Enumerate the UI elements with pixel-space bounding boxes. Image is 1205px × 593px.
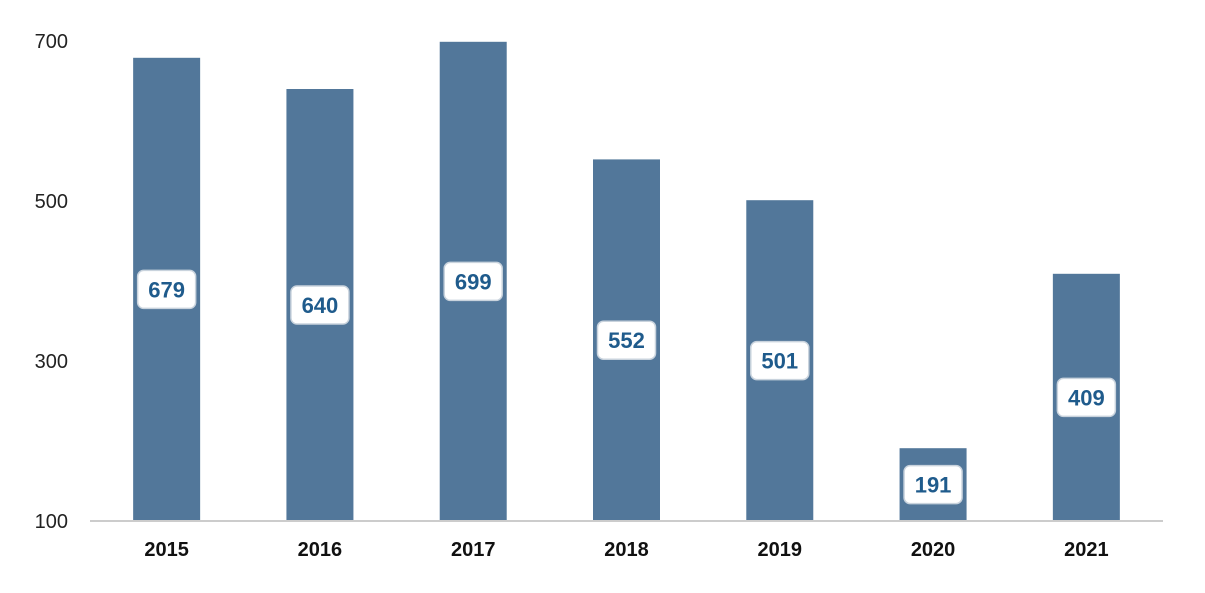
data-labels: 679 640 699 552 501 191 409 <box>136 261 1117 505</box>
y-tick-label: 100 <box>35 511 68 533</box>
x-tick-label: 2019 <box>758 539 803 561</box>
y-axis-ticks: 100 300 500 700 <box>35 31 68 533</box>
data-label-box <box>136 269 197 310</box>
x-tick-label: 2015 <box>144 539 189 561</box>
y-tick-label: 500 <box>35 191 68 213</box>
data-label-value: 501 <box>761 349 798 374</box>
data-label-value: 640 <box>302 293 339 318</box>
data-label-box <box>750 340 810 381</box>
x-tick-label: 2021 <box>1064 539 1109 561</box>
data-label-value: 409 <box>1068 385 1105 410</box>
y-tick-label: 300 <box>35 351 68 373</box>
x-tick-label: 2016 <box>298 539 343 561</box>
data-label-value: 679 <box>148 277 185 302</box>
data-label-2016: 640 <box>290 285 350 325</box>
data-label-value: 191 <box>915 473 952 498</box>
data-label-2018: 552 <box>596 320 657 360</box>
x-tick-label: 2017 <box>451 539 496 561</box>
data-label-2017: 699 <box>443 261 503 302</box>
data-label-box <box>443 261 503 302</box>
y-tick-label: 700 <box>35 31 68 53</box>
x-tick-label: 2020 <box>911 539 956 561</box>
data-label-2019: 501 <box>750 340 810 381</box>
data-label-value: 552 <box>608 328 645 353</box>
data-label-2021: 409 <box>1056 377 1117 418</box>
x-axis-ticks: 2015 2016 2017 2018 2019 2020 2021 <box>144 539 1108 561</box>
data-label-2020: 191 <box>903 464 963 505</box>
data-label-box <box>903 464 963 505</box>
data-label-box <box>596 320 657 360</box>
data-label-2015: 679 <box>136 269 197 310</box>
data-label-box <box>1056 377 1117 418</box>
data-label-value: 699 <box>455 269 492 294</box>
x-tick-label: 2018 <box>604 539 649 561</box>
bars <box>133 41 1120 522</box>
data-label-box <box>290 285 350 325</box>
